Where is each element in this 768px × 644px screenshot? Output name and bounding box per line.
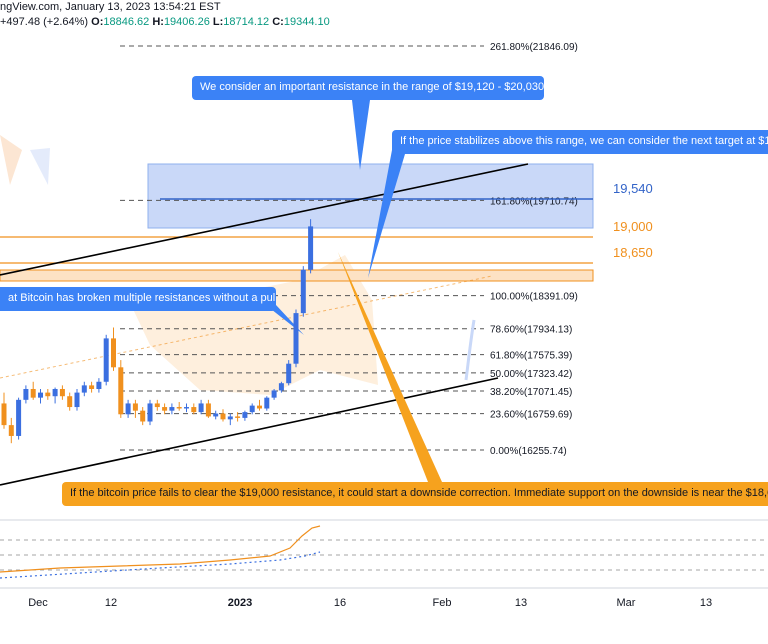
candle-body <box>271 390 277 398</box>
fib-label: 0.00%(16255.74) <box>490 446 567 457</box>
x-tick-label: 2023 <box>228 597 252 609</box>
candle-body <box>147 403 153 422</box>
candle-body <box>257 405 262 409</box>
candle-body <box>96 381 102 389</box>
candle-body <box>52 388 58 397</box>
high-label: H: <box>152 16 164 28</box>
candle-body <box>249 405 255 413</box>
candle-body <box>1 403 7 426</box>
fib-label: 78.60%(17934.13) <box>490 325 572 336</box>
resistance-callout: We consider an important resistance in t… <box>192 76 544 100</box>
candle-body <box>162 407 168 411</box>
close-label: C: <box>272 16 284 28</box>
price-level-label: 18,650 <box>613 245 653 260</box>
fib-label: 61.80%(17575.39) <box>490 351 572 362</box>
candle-body <box>300 269 306 314</box>
candle-body <box>67 396 73 408</box>
lower-channel-line <box>0 377 499 486</box>
resistance-zone <box>147 163 594 229</box>
x-tick-label: 12 <box>105 597 117 609</box>
candle-body <box>74 392 80 408</box>
x-tick-label: Mar <box>617 597 636 609</box>
oscillator-orange-line <box>0 525 321 573</box>
candle-body <box>59 388 65 397</box>
high-value: 19406.26 <box>163 16 210 28</box>
candle-body <box>30 388 36 398</box>
candle-body <box>227 416 233 420</box>
candle-body <box>308 226 314 270</box>
candle-body <box>23 388 29 400</box>
candle-body <box>103 338 109 382</box>
faded-shape <box>464 319 476 381</box>
upper-channel-line <box>0 163 529 276</box>
change-value: +497.48 (+2.64%) <box>0 16 89 28</box>
ohlc-row: +497.48 (+2.64%) O:18846.62 H:19406.26 L… <box>0 15 330 30</box>
orange-projection-region <box>124 255 378 395</box>
fib-label: 100.00%(18391.09) <box>490 292 578 303</box>
open-value: 18846.62 <box>103 16 150 28</box>
candle-body <box>220 413 226 420</box>
broken-resistance-callout: at Bitcoin has broken multiple resistanc… <box>0 287 276 311</box>
candle-body <box>205 403 211 417</box>
next-target-callout: If the price stabilizes above this range… <box>392 130 768 154</box>
candle-body <box>198 403 204 413</box>
candle-body <box>45 392 51 397</box>
price-level-label: 19,540 <box>613 181 653 196</box>
candle-body <box>184 407 189 409</box>
target-pointer <box>368 150 405 278</box>
support-zone <box>0 269 594 282</box>
candle-body <box>132 403 138 411</box>
fib-label: 23.60%(16759.69) <box>490 410 572 421</box>
candle-body <box>169 407 175 411</box>
candle-body <box>191 407 197 413</box>
candle-body <box>118 367 124 415</box>
candle-body <box>125 403 131 415</box>
x-tick-label: 13 <box>515 597 527 609</box>
candle-body <box>278 383 284 391</box>
x-tick-label: Dec <box>28 597 48 609</box>
fib-label: 38.20%(17071.45) <box>490 387 572 398</box>
candle-body <box>242 412 248 418</box>
candle-body <box>89 385 95 389</box>
symbol-title: ngView.com, January 13, 2023 13:54:21 ES… <box>0 1 221 13</box>
candle-body <box>176 407 182 409</box>
oscillator-blue-line <box>0 551 321 579</box>
close-value: 19344.10 <box>283 16 330 28</box>
candle-body <box>213 413 219 417</box>
candle-body <box>140 410 146 422</box>
fib-label: 261.80%(21846.09) <box>490 42 578 53</box>
price-level-label: 19,000 <box>613 219 653 234</box>
candle-body <box>154 403 160 408</box>
open-label: O: <box>91 16 104 28</box>
low-value: 18714.12 <box>223 16 270 28</box>
downside-pointer <box>338 252 442 482</box>
fib-label: 161.80%(19710.74) <box>490 196 578 207</box>
x-tick-label: 16 <box>334 597 346 609</box>
candle-body <box>293 313 299 364</box>
fib-label: 50.00%(17323.42) <box>490 369 572 380</box>
downside-callout: If the bitcoin price fails to clear the … <box>62 482 768 506</box>
candle-body <box>8 425 14 436</box>
x-tick-label: Feb <box>433 597 452 609</box>
low-label: L: <box>212 16 224 28</box>
faded-shape <box>0 135 22 185</box>
candle-body <box>111 338 116 368</box>
candle-body <box>16 399 22 436</box>
faded-shape <box>30 148 50 185</box>
candle-body <box>235 416 241 418</box>
candle-body <box>264 397 270 409</box>
x-tick-label: 13 <box>700 597 712 609</box>
candle-body <box>38 392 43 398</box>
resistance-pointer <box>352 100 370 170</box>
candle-body <box>81 385 87 393</box>
candle-body <box>286 363 292 384</box>
